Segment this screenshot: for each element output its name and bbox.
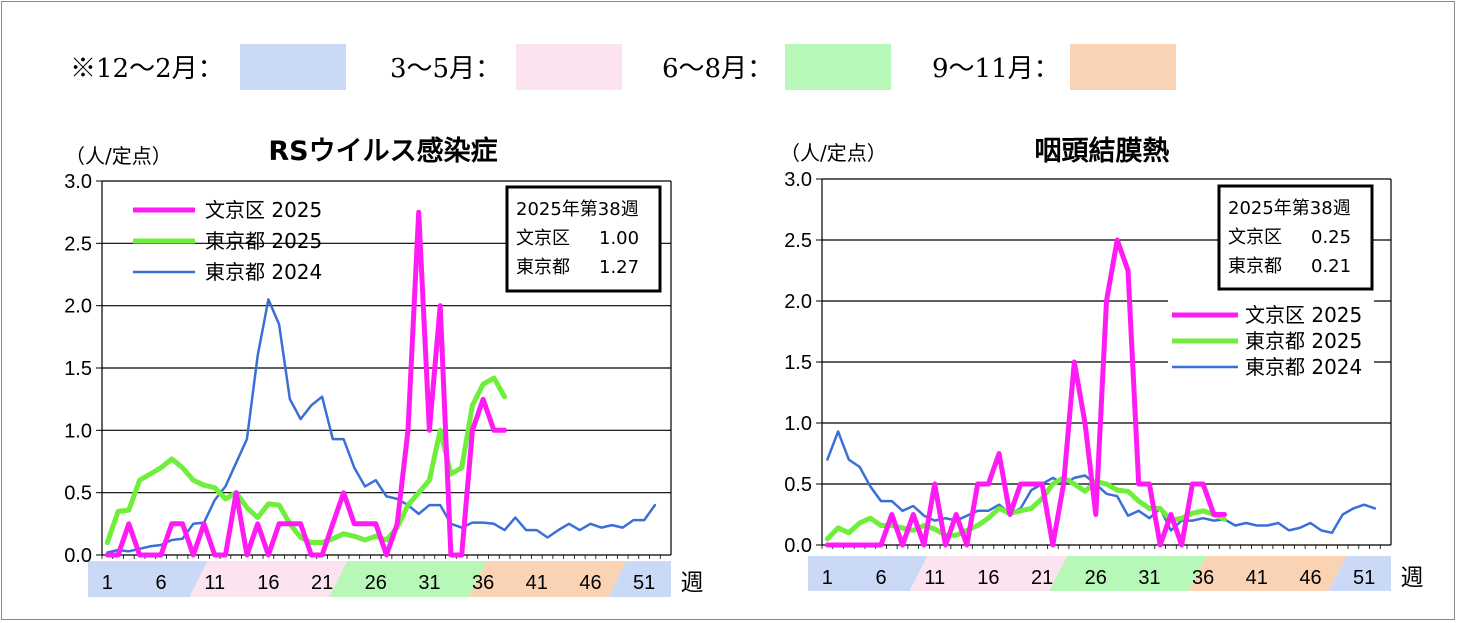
chart-title: RSウイルス感染症	[268, 135, 497, 167]
x-tick-label: 21	[311, 572, 333, 594]
x-tick-label: 1	[822, 567, 833, 589]
x-tick-label: 41	[526, 572, 548, 594]
chart-rs-virus: 0.00.51.01.52.02.53.01 6 11 16 21 26 31 36 41 46 5…	[64, 135, 704, 597]
series-line	[824, 237, 1228, 548]
x-tick-label: 11	[204, 572, 225, 594]
legend-label: 東京都 2025	[205, 229, 322, 253]
series-line	[104, 209, 508, 558]
x-tick-label: 1	[102, 572, 113, 594]
legend-label: 東京都 2024	[205, 260, 322, 284]
y-tick-label: 3.0	[784, 169, 812, 191]
x-tick-label: 6	[875, 567, 886, 589]
season-band-segment	[88, 561, 208, 597]
x-tick-label: 31	[1138, 567, 1160, 589]
info-box-border	[505, 185, 662, 293]
x-axis-unit: 週	[681, 570, 704, 596]
season-legend-summer-swatch	[785, 44, 891, 90]
x-tick-label: 16	[977, 567, 999, 589]
info-box-row-label: 東京都	[516, 257, 570, 278]
info-box-row-label: 東京都	[1228, 256, 1282, 277]
season-band-segment	[808, 556, 928, 591]
season-band	[88, 561, 671, 597]
x-tick-label: 16	[257, 572, 279, 594]
x-tick-label: 51	[633, 572, 655, 594]
x-tick-label: 11	[924, 567, 945, 589]
x-tick-label: 36	[472, 572, 494, 594]
legend-label: 文京区 2025	[205, 198, 322, 222]
legend: 文京区 2025 東京都 2025 東京都 2024	[133, 198, 322, 284]
chart-pharyngoconjunctival-fever: 0.00.51.01.52.02.53.01 6 11 16 21 26 31 36 41 46 5…	[780, 135, 1424, 591]
y-axis-label: （人/定点）	[65, 144, 172, 168]
season-band-segment	[909, 556, 1068, 591]
season-legend-autumn-label: 9～11月：	[932, 54, 1060, 84]
season-band-segment	[468, 561, 627, 597]
season-band-segment	[189, 561, 348, 597]
legend-label: 文京区 2025	[1245, 303, 1362, 327]
series-line	[826, 430, 1377, 535]
x-tick-label: 41	[1246, 567, 1268, 589]
y-tick-label: 0.0	[784, 535, 812, 557]
season-legend-summer-label: 6～8月：	[662, 54, 774, 84]
info-box-title: 2025年第38週	[516, 199, 639, 220]
y-tick-label: 1.0	[784, 413, 812, 435]
info-box-row-value: 1.27	[599, 257, 639, 278]
season-legend-spring-label: 3～5月：	[390, 54, 502, 84]
info-box-border	[1217, 184, 1374, 291]
y-tick-label: 2.0	[784, 291, 812, 313]
x-tick-label: 26	[365, 572, 387, 594]
season-legend-spring-swatch	[516, 44, 622, 90]
y-tick-label: 1.0	[64, 420, 92, 442]
season-band	[808, 556, 1391, 591]
season-band-segment	[329, 561, 487, 597]
season-legend-autumn-swatch	[1070, 44, 1176, 90]
info-box-row-value: 1.00	[599, 228, 639, 249]
x-tick-label: 21	[1031, 567, 1053, 589]
info-box-row-label: 文京区	[1228, 227, 1282, 248]
season-band-segment	[1049, 556, 1207, 591]
info-box-row-value: 0.21	[1311, 256, 1351, 277]
season-legend-winter-swatch	[240, 44, 346, 90]
x-tick-label: 46	[1299, 567, 1321, 589]
y-tick-label: 0.5	[784, 474, 812, 496]
y-axis-label: （人/定点）	[780, 141, 887, 165]
x-tick-label: 36	[1192, 567, 1214, 589]
season-band-segment	[1328, 556, 1391, 591]
y-tick-label: 2.5	[784, 230, 812, 252]
x-tick-label: 31	[418, 572, 440, 594]
chart-title: 咽頭結膜熱	[1035, 135, 1170, 167]
y-tick-label: 0.5	[64, 483, 92, 505]
legend-label: 東京都 2024	[1245, 355, 1362, 379]
x-tick-label: 26	[1085, 567, 1107, 589]
x-tick-label: 51	[1353, 567, 1375, 589]
season-legend-winter-label: ※12～2月：	[70, 54, 224, 84]
info-box-row-label: 文京区	[516, 228, 570, 249]
season-band-segment	[608, 561, 671, 597]
info-box-title: 2025年第38週	[1228, 198, 1351, 219]
y-tick-label: 0.0	[64, 545, 92, 567]
x-tick-label: 6	[155, 572, 166, 594]
info-box-row-value: 0.25	[1311, 227, 1351, 248]
legend-background	[1168, 298, 1374, 378]
y-tick-label: 1.5	[784, 352, 812, 374]
y-tick-label: 2.0	[64, 296, 92, 318]
x-axis-unit: 週	[1401, 565, 1424, 591]
y-tick-label: 3.0	[64, 171, 92, 193]
y-tick-label: 1.5	[64, 358, 92, 380]
legend-label: 東京都 2025	[1245, 329, 1362, 353]
y-tick-label: 2.5	[64, 233, 92, 255]
x-tick-label: 46	[579, 572, 601, 594]
season-band-segment	[1188, 556, 1347, 591]
series-line	[106, 298, 657, 554]
